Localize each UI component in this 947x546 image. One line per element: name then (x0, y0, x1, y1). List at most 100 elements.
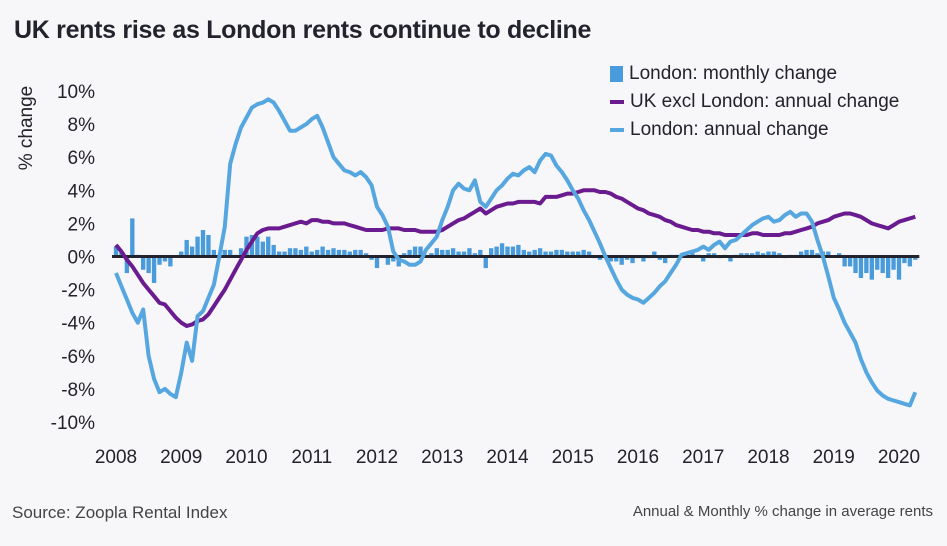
x-tick-label: 2010 (225, 447, 267, 468)
monthly-change-bar (809, 249, 815, 257)
monthly-change-bar (760, 253, 766, 257)
uk-excl-london-annual-line (114, 188, 916, 328)
monthly-change-bar (690, 251, 695, 257)
chart-subtitle-note: Annual & Monthly % change in average ren… (632, 503, 933, 520)
x-tick-label: 2013 (421, 447, 463, 468)
y-tick-label: -4% (61, 314, 95, 335)
monthly-change-bar (875, 256, 880, 270)
y-tick-label: 4% (68, 181, 96, 202)
monthly-change-bar (358, 249, 363, 257)
monthly-change-bar (614, 256, 619, 262)
monthly-change-bar (162, 256, 168, 262)
monthly-change-bar (777, 253, 782, 257)
x-tick-label: 2018 (747, 447, 789, 468)
monthly-change-bar (581, 249, 586, 257)
legend-label: London: monthly change (629, 63, 838, 84)
legend-label: UK excl London: annual change (630, 91, 900, 112)
x-tick-label: 2012 (356, 447, 398, 468)
x-tick-label: 2014 (486, 447, 529, 468)
y-tick-label: 10% (57, 82, 95, 103)
monthly-change-bar (864, 256, 869, 274)
legend-item-uk-excl-london-annual[interactable]: UK excl London: annual change (610, 88, 899, 116)
monthly-change-bar (815, 253, 820, 257)
legend-item-london-annual[interactable]: London: annual change (610, 116, 899, 144)
monthly-change-bar (641, 256, 646, 262)
monthly-change-bar (200, 230, 206, 257)
monthly-change-bar (325, 249, 331, 257)
monthly-change-bar (728, 256, 733, 262)
legend-label: London: annual change (630, 119, 829, 140)
monthly-change-bar (456, 251, 461, 257)
x-tick-label: 2016 (617, 447, 659, 468)
monthly-change-bar (576, 251, 581, 257)
monthly-change-bar (189, 246, 195, 257)
chart-title: UK rents rise as London rents continue t… (14, 16, 592, 44)
x-tick-label: 2009 (160, 447, 202, 468)
monthly-change-bar (238, 248, 244, 257)
monthly-change-bar (184, 239, 189, 257)
source-note: Source: Zoopla Rental Index (12, 503, 228, 522)
monthly-change-bar (450, 248, 456, 257)
monthly-change-bar (826, 251, 831, 257)
x-tick-label: 2011 (291, 447, 332, 468)
monthly-change-bar (260, 241, 265, 257)
legend-swatch-bar (610, 66, 623, 82)
legend-item-london-monthly[interactable]: London: monthly change (610, 60, 899, 88)
monthly-change-bar (837, 253, 842, 257)
monthly-change-bar (499, 243, 505, 257)
monthly-change-bar (489, 248, 494, 257)
monthly-change-bar (249, 234, 255, 257)
monthly-change-bar (554, 249, 559, 257)
monthly-change-bar (750, 253, 755, 257)
monthly-change-bar (548, 251, 554, 257)
monthly-change-bar (907, 256, 913, 267)
monthly-change-bar (804, 249, 809, 257)
monthly-change-bar (657, 256, 662, 260)
monthly-change-bar (179, 251, 184, 257)
monthly-change-bar (342, 249, 347, 257)
monthly-change-bar (663, 256, 668, 264)
monthly-change-bar (624, 256, 630, 260)
monthly-change-bar (902, 256, 907, 264)
y-tick-label: 2% (68, 214, 96, 235)
monthly-change-bar (445, 249, 450, 257)
monthly-change-bar (853, 256, 858, 274)
monthly-change-bar (157, 256, 162, 265)
monthly-change-bar (429, 253, 434, 257)
london-monthly-bars (113, 218, 918, 283)
monthly-change-bar (652, 251, 657, 257)
monthly-change-bar (913, 256, 918, 260)
y-tick-label: -2% (61, 281, 95, 302)
monthly-change-bar (407, 249, 412, 257)
monthly-change-bar (586, 251, 592, 257)
monthly-change-bar (320, 246, 325, 257)
monthly-change-bar (559, 249, 565, 257)
monthly-change-bar (282, 251, 287, 257)
monthly-change-bar (304, 246, 309, 257)
monthly-change-bar (744, 253, 749, 257)
monthly-change-bar (168, 256, 173, 267)
monthly-change-bar (276, 251, 282, 257)
legend-swatch-line (610, 100, 624, 104)
monthly-change-bar (418, 246, 423, 257)
monthly-change-bar (363, 253, 369, 257)
monthly-change-bar (228, 249, 233, 257)
monthly-change-bar (570, 251, 575, 257)
monthly-change-bar (331, 248, 336, 257)
monthly-change-bar (151, 256, 157, 283)
monthly-change-bar (255, 236, 260, 257)
monthly-change-bar (315, 249, 320, 257)
y-axis: 10% 8% 6% 4% 2% 0% -2% -4% -6% -8% -10% (51, 82, 95, 434)
monthly-change-bar (353, 249, 358, 257)
monthly-change-bar (222, 249, 227, 257)
monthly-change-bar (472, 253, 478, 257)
monthly-change-bar (505, 246, 510, 257)
monthly-change-bar (402, 253, 407, 257)
monthly-change-bar (543, 251, 548, 257)
x-tick-label: 2017 (682, 447, 724, 468)
monthly-change-bar (266, 236, 271, 257)
monthly-change-bar (896, 256, 902, 280)
monthly-change-bar (510, 246, 516, 257)
monthly-change-bar (467, 248, 472, 257)
monthly-change-bar (336, 249, 342, 257)
